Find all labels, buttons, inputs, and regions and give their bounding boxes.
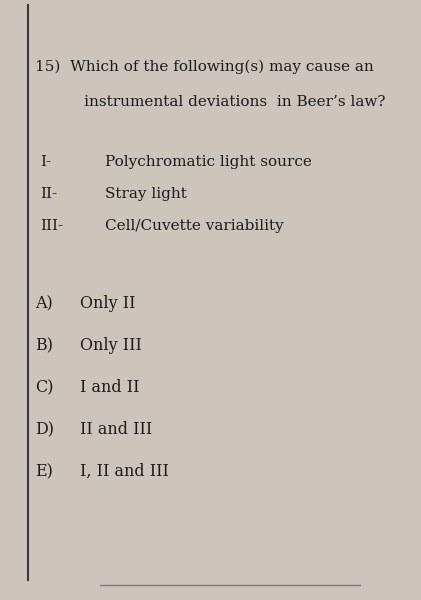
Text: A): A) — [35, 295, 53, 312]
Text: Only II: Only II — [80, 295, 136, 312]
Text: I, II and III: I, II and III — [80, 463, 169, 480]
Text: Cell/Cuvette variability: Cell/Cuvette variability — [105, 219, 284, 233]
Text: Stray light: Stray light — [105, 187, 187, 201]
Text: B): B) — [35, 337, 53, 354]
Text: E): E) — [35, 463, 53, 480]
Text: D): D) — [35, 421, 54, 438]
Text: instrumental deviations  in Beer’s law?: instrumental deviations in Beer’s law? — [50, 95, 386, 109]
Text: I-: I- — [40, 155, 51, 169]
Text: III-: III- — [40, 219, 63, 233]
Text: II-: II- — [40, 187, 57, 201]
Text: II and III: II and III — [80, 421, 152, 438]
Text: Only III: Only III — [80, 337, 142, 354]
Text: I and II: I and II — [80, 379, 139, 396]
Text: Polychromatic light source: Polychromatic light source — [105, 155, 312, 169]
Text: C): C) — [35, 379, 53, 396]
Text: 15)  Which of the following(s) may cause an: 15) Which of the following(s) may cause … — [35, 60, 374, 74]
